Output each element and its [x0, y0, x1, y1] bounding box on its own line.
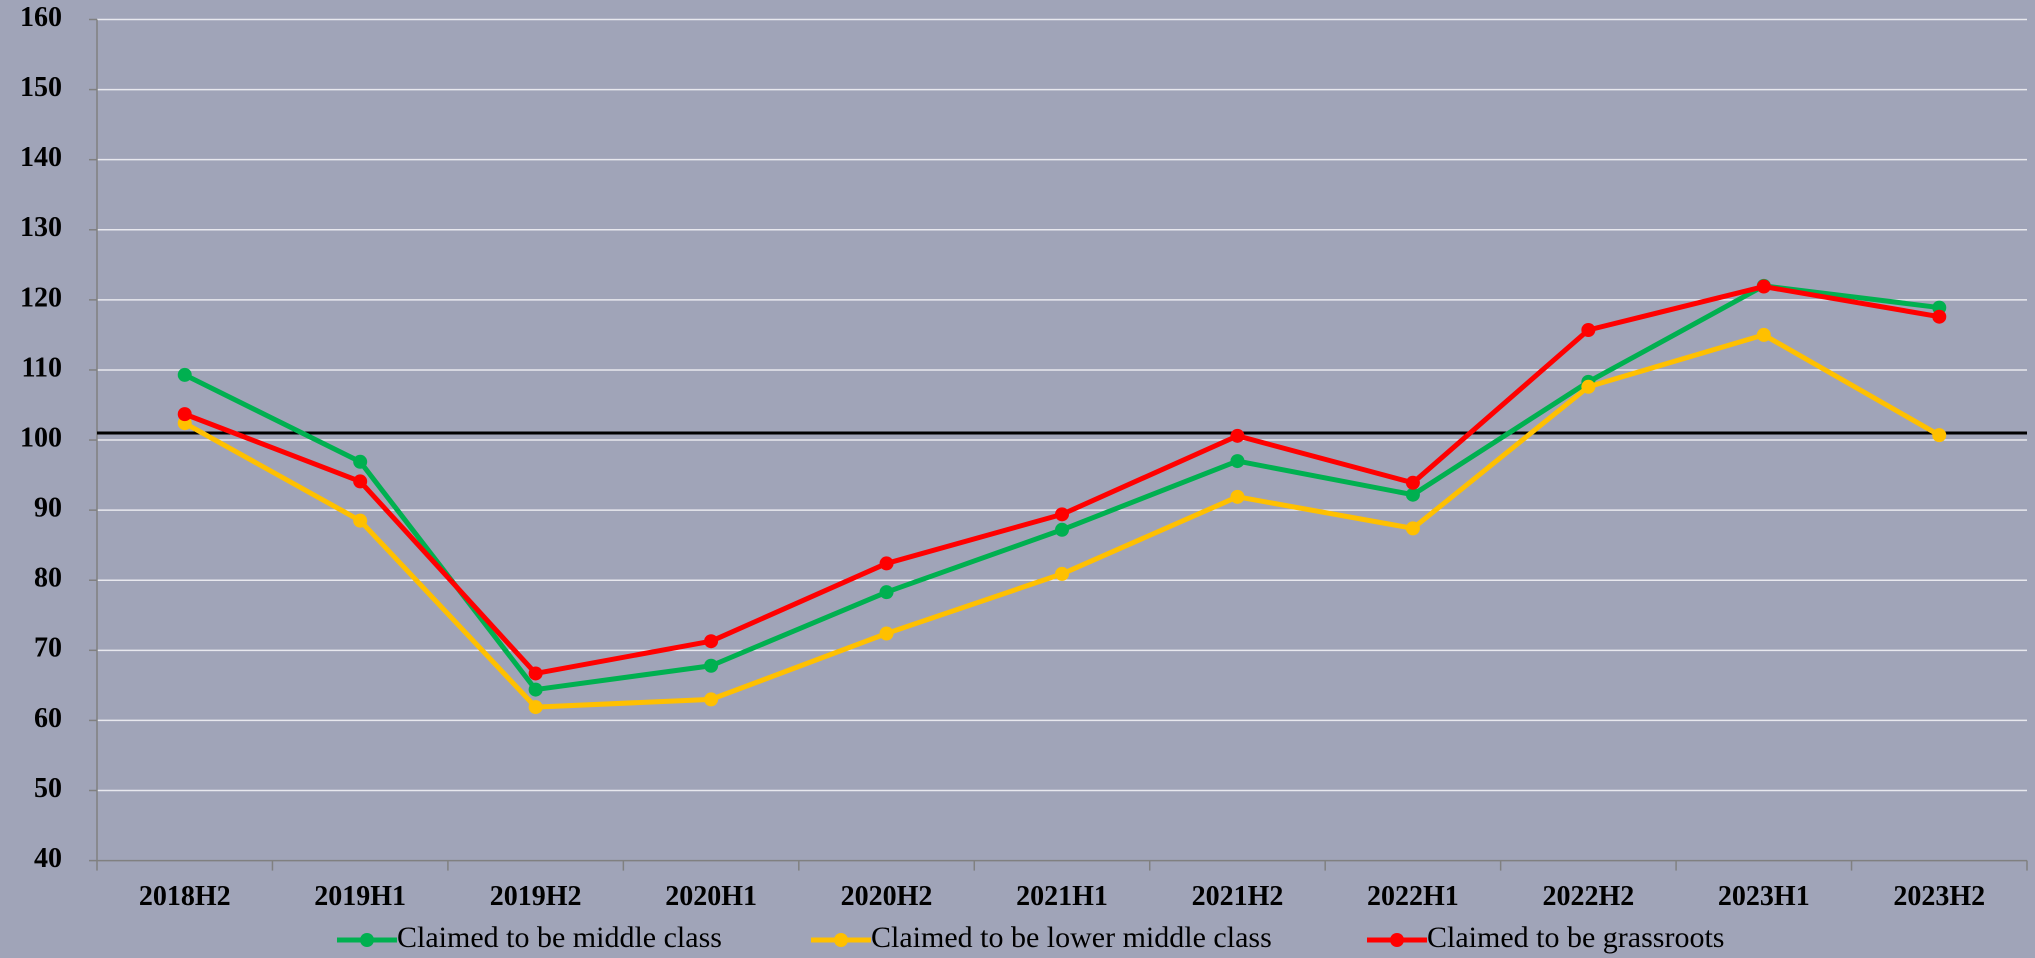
- x-tick-label: 2019H2: [490, 881, 582, 912]
- x-tick-label: 2020H2: [841, 881, 933, 912]
- legend-marker: [1390, 933, 1404, 947]
- data-point: [1756, 279, 1771, 294]
- data-point: [704, 692, 719, 707]
- data-point: [353, 474, 368, 489]
- y-tick-label: 60: [34, 703, 62, 734]
- x-tick-label: 2020H1: [665, 881, 757, 912]
- y-tick-label: 100: [20, 422, 62, 453]
- data-point: [1405, 521, 1420, 536]
- data-point: [704, 634, 719, 649]
- y-tick-label: 50: [34, 773, 62, 804]
- data-point: [1932, 428, 1947, 443]
- data-point: [1055, 566, 1069, 581]
- data-point: [1405, 487, 1420, 502]
- data-point: [1230, 428, 1245, 443]
- y-tick-label: 80: [34, 563, 62, 594]
- y-tick-label: 130: [20, 212, 62, 243]
- y-tick-label: 150: [20, 72, 62, 103]
- data-point: [1230, 489, 1245, 504]
- x-tick-label: 2018H2: [139, 881, 231, 912]
- legend-marker: [834, 933, 848, 947]
- series-line: [183, 283, 1940, 693]
- data-point: [879, 585, 894, 600]
- data-point: [177, 367, 192, 382]
- data-point: [353, 513, 368, 528]
- x-tick-label: 2023H1: [1718, 881, 1810, 912]
- data-point: [1581, 323, 1596, 338]
- x-tick-label: 2023H2: [1893, 881, 1985, 912]
- data-point: [528, 700, 543, 715]
- data-point: [1756, 327, 1771, 342]
- data-point: [528, 682, 543, 697]
- x-tick-label: 2022H1: [1367, 881, 1459, 912]
- data-point: [1581, 379, 1596, 394]
- y-tick-label: 40: [34, 843, 62, 874]
- legend-label: Claimed to be middle class: [397, 921, 722, 954]
- data-point: [528, 666, 543, 681]
- data-point: [879, 556, 894, 571]
- x-tick-label: 2021H2: [1192, 881, 1284, 912]
- data-point: [1230, 454, 1245, 469]
- data-point: [1932, 309, 1947, 324]
- x-tick-label: 2021H1: [1016, 881, 1108, 912]
- data-point: [1405, 475, 1420, 490]
- data-point: [177, 407, 192, 422]
- legend-label: Claimed to be lower middle class: [871, 921, 1272, 954]
- data-point: [353, 454, 368, 469]
- x-tick-label: 2019H1: [314, 881, 406, 912]
- legend-label: Claimed to be grassroots: [1427, 921, 1724, 954]
- y-tick-label: 140: [20, 142, 62, 173]
- data-point: [1055, 507, 1069, 522]
- y-tick-label: 110: [22, 352, 62, 383]
- x-tick-label: 2022H2: [1542, 881, 1634, 912]
- data-point: [704, 658, 719, 673]
- y-tick-label: 70: [34, 633, 62, 664]
- y-tick-label: 120: [20, 282, 62, 313]
- legend-marker: [360, 933, 374, 947]
- data-point: [1055, 522, 1069, 537]
- y-tick-label: 160: [20, 2, 62, 33]
- y-tick-label: 90: [34, 493, 62, 524]
- data-point: [879, 626, 894, 641]
